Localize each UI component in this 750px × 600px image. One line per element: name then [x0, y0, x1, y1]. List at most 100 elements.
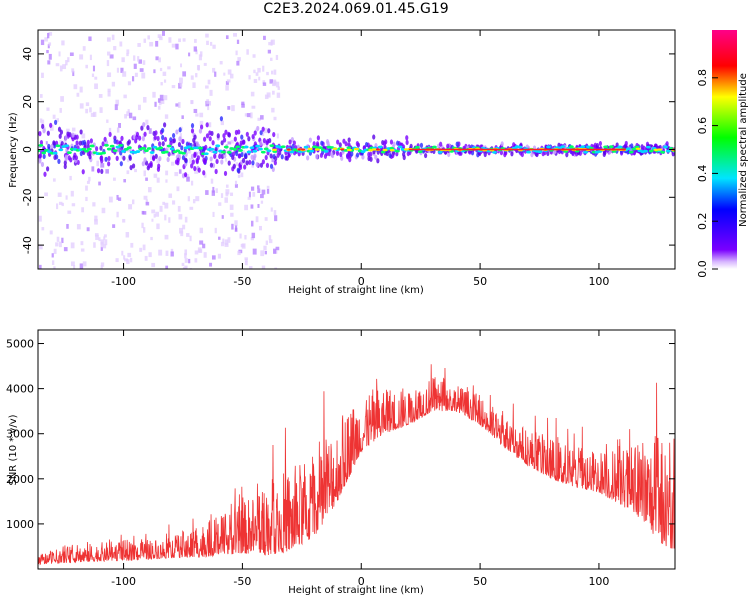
spectrogram-scatter-cell [51, 253, 54, 258]
spectrogram-scatter-cell [219, 61, 223, 65]
spectrogram-scatter-cell [178, 38, 181, 43]
spectrogram-ridge-cell [126, 146, 132, 150]
spectrogram-band-cell [220, 159, 224, 165]
spectrogram-scatter-cell [141, 72, 146, 79]
spectrogram-scatter-cell [265, 240, 268, 245]
spectrogram-band-cell [361, 154, 365, 160]
spectrogram-scatter-cell [152, 91, 156, 98]
spectrogram-scatter-cell [226, 79, 231, 83]
spectrogram-band-cell [79, 129, 83, 135]
spectrogram-scatter-cell [253, 69, 256, 74]
spectrogram-ridge-cell [66, 151, 72, 155]
spectrogram-scatter-cell [158, 249, 163, 256]
snr-y-label: SNR (10 * v/v) [8, 414, 19, 485]
spectrogram-scatter-cell [157, 98, 161, 103]
spectrogram-scatter-cell [190, 75, 194, 80]
spectrogram-band-cell [222, 133, 226, 139]
spectrogram-peak-cell [375, 148, 380, 151]
spectrogram-band-cell [261, 126, 265, 132]
spectrogram-band-cell [240, 151, 244, 158]
spectrogram-scatter-cell [214, 71, 217, 77]
spectrogram-band-cell [134, 138, 138, 144]
spectrogram-scatter-cell [100, 262, 105, 267]
spectrogram-scatter-cell [116, 211, 119, 218]
spectrogram-scatter-cell [137, 56, 140, 62]
spectrogram-band-cell [241, 157, 246, 164]
spectrogram-scatter-cell [77, 142, 80, 146]
spectrogram-band-cell [195, 141, 199, 147]
spectrogram-band-cell [468, 149, 472, 155]
spectrogram-scatter-cell [61, 40, 65, 46]
spectrogram-band-cell [183, 172, 188, 178]
spectrogram-scatter-cell [172, 200, 176, 205]
spectrogram-ridge-cell [280, 145, 286, 149]
spectrogram-scatter-cell [44, 37, 48, 42]
spectrogram-scatter-cell [52, 114, 56, 119]
colorbar-ticks: 0.0 0.2 0.4 0.6 0.8 [696, 69, 718, 278]
spectrogram-scatter-cell [207, 106, 210, 111]
spectrogram-scatter-cell [148, 187, 152, 193]
spectrogram-band-cell [199, 124, 204, 130]
spectrogram-scatter-cell [156, 158, 160, 164]
spectrogram-band-cell [193, 152, 197, 159]
spectrogram-band-cell [630, 143, 634, 149]
spectrogram-scatter-cell [80, 241, 84, 246]
spectrogram-band-cell [374, 154, 378, 160]
spectrogram-band-cell [347, 151, 351, 158]
snr-y-tick-label: 4000 [6, 383, 34, 396]
spectrogram-scatter-cell [275, 81, 280, 88]
spectrogram-x-tick-label: 0 [358, 275, 365, 288]
spectrogram-band-cell [237, 153, 241, 159]
spectrogram-ridge-cell [104, 143, 109, 147]
spectrogram-scatter-cell [60, 96, 64, 102]
spectrogram-scatter-cell [212, 67, 216, 73]
spectrogram-scatter-cell [215, 188, 218, 194]
spectrogram-y-tick-label: 20 [21, 95, 34, 109]
spectrogram-ridge-cell [55, 144, 61, 148]
spectrogram-scatter-cell [170, 248, 174, 254]
spectrogram-scatter-cell [148, 128, 152, 134]
spectrogram-band-cell [195, 157, 199, 163]
spectrogram-band-cell [265, 140, 269, 146]
spectrogram-scatter-cell [58, 51, 61, 57]
spectrogram-scatter-cell [63, 140, 67, 144]
spectrogram-band-cell [43, 171, 47, 177]
spectrogram-scatter-cell [179, 133, 182, 137]
spectrogram-scatter-cell [190, 180, 194, 186]
spectrogram-scatter-cell [223, 72, 226, 76]
spectrogram-band-cell [273, 160, 277, 166]
spectrogram-scatter-cell [168, 217, 171, 223]
spectrogram-scatter-cell [127, 159, 130, 163]
spectrogram-scatter-cell [193, 46, 197, 52]
spectrogram-band-cell [220, 140, 224, 146]
spectrogram-scatter-cell [107, 51, 111, 56]
spectrogram-ridge-cell [580, 145, 586, 149]
spectrogram-band-cell [213, 153, 217, 159]
spectrogram-ridge-cell [377, 145, 383, 149]
spectrogram-scatter-cell [76, 92, 80, 97]
spectrogram-scatter-cell [98, 181, 101, 186]
spectrogram-scatter-cell [124, 258, 128, 262]
spectrogram-ridge-cell [537, 150, 543, 154]
spectrogram-ridge-cell [112, 149, 118, 153]
spectrogram-band-cell [391, 150, 396, 156]
spectrogram-ridge-cell [323, 149, 329, 153]
spectrogram-band-cell [158, 156, 162, 162]
spectrogram-scatter-cell [134, 169, 137, 173]
spectrogram-ridge-cell [617, 145, 623, 149]
spectrogram-band-cell [100, 168, 104, 175]
spectrogram-scatter-cell [198, 54, 202, 61]
spectrogram-peak-cell [297, 148, 302, 151]
spectrogram-scatter-cell [227, 141, 232, 145]
spectrogram-scatter-cell [155, 40, 159, 47]
spectrogram-scatter-cell [177, 205, 181, 212]
spectrogram-scatter-cell [250, 91, 255, 97]
spectrogram-band-cell [223, 170, 228, 177]
spectrogram-band-cell [141, 161, 145, 167]
spectrogram-scatter-cell [199, 112, 204, 118]
spectrogram-scatter-cell [134, 131, 138, 136]
spectrogram-scatter-cell [39, 244, 43, 250]
spectrogram-band-cell [364, 141, 369, 148]
spectrogram-scatter-cell [249, 266, 253, 269]
spectrogram-scatter-cell [112, 224, 116, 228]
